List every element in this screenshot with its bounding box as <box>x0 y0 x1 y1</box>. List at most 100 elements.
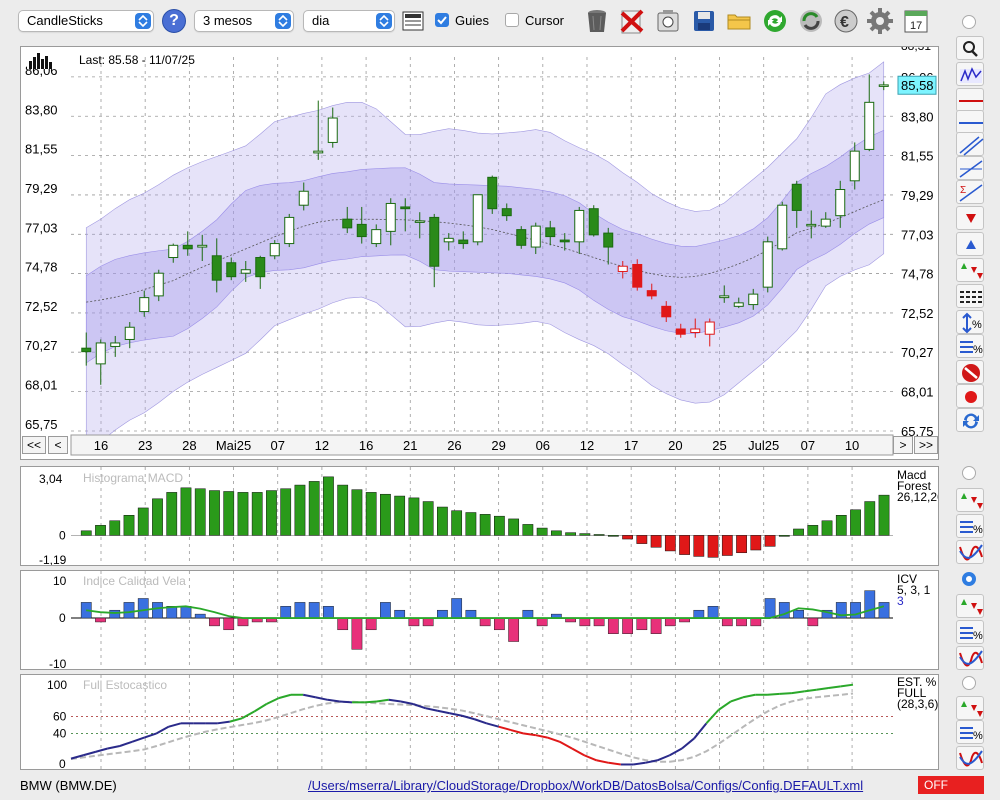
main-chart-radio[interactable] <box>962 15 976 29</box>
buy-marker-button[interactable] <box>956 232 984 256</box>
config-path-link[interactable]: /Users/mserra/Library/CloudStorage/Dropb… <box>308 778 864 793</box>
sell-marker-button[interactable] <box>956 206 984 230</box>
stoch-fast-segment <box>742 693 756 699</box>
delete-icon[interactable] <box>618 7 646 35</box>
macd-bar <box>565 532 576 536</box>
chart-type-select[interactable]: CandleSticks <box>18 10 154 32</box>
currency-icon[interactable]: € <box>832 7 860 35</box>
mode-badge[interactable]: OFF <box>918 776 984 794</box>
stoch-radio[interactable] <box>962 676 976 690</box>
camera-icon[interactable] <box>654 7 682 35</box>
guides-checkbox[interactable] <box>435 13 449 27</box>
save-icon[interactable] <box>690 7 718 35</box>
candle-tool-button[interactable] <box>956 62 984 86</box>
macd-bar <box>778 535 790 537</box>
candle-body <box>95 342 106 365</box>
nav-first-button[interactable]: << <box>22 436 46 454</box>
icv-radio[interactable] <box>962 572 976 586</box>
help-button[interactable]: ? <box>162 9 186 33</box>
percent-button[interactable]: % <box>956 720 984 744</box>
refresh-button[interactable] <box>956 408 984 432</box>
refresh-all-icon[interactable] <box>797 7 825 35</box>
trendline-tool-button[interactable] <box>956 156 984 180</box>
icv-bar <box>593 617 605 627</box>
macd-curve-button[interactable] <box>956 540 984 564</box>
hline-blue-tool-button[interactable] <box>956 110 984 134</box>
period-select[interactable]: 3 mesos <box>194 10 294 32</box>
stoch-fast-segment <box>840 683 854 688</box>
calendar-icon[interactable]: 17 <box>902 7 930 35</box>
candle-body <box>124 326 135 340</box>
chevron-updown-icon <box>376 13 392 29</box>
percent-button[interactable]: % <box>956 514 984 538</box>
macd-bar <box>479 514 491 536</box>
stoch-curve-button[interactable] <box>956 746 984 770</box>
no-entry-button[interactable] <box>956 360 984 384</box>
calculator-icon[interactable] <box>402 11 424 31</box>
trash-icon[interactable] <box>583 7 611 35</box>
table-button[interactable] <box>956 284 984 308</box>
buy-sell-button[interactable] <box>956 488 984 512</box>
candle-body <box>675 328 686 335</box>
zoom-tool-button[interactable] <box>956 36 984 60</box>
chart-logo-bar <box>49 62 52 69</box>
hline-red-tool-button[interactable] <box>956 88 984 112</box>
y-tick: 0 <box>59 757 66 769</box>
icv-bar <box>650 617 662 634</box>
macd-bar <box>137 507 149 536</box>
nav-prev-button[interactable]: < <box>48 436 68 454</box>
folder-icon[interactable] <box>725 7 753 35</box>
macd-bar <box>579 533 591 536</box>
guides-label: Guies <box>455 13 489 28</box>
icv-bar <box>664 617 676 627</box>
stoch-fast-segment <box>681 737 695 750</box>
percent-button[interactable]: % <box>956 620 984 644</box>
price-chart[interactable]: 86,0686,0683,8083,8081,5581,5579,2979,29… <box>21 39 938 459</box>
icv-curve-button[interactable] <box>956 646 984 670</box>
refresh-icon[interactable] <box>761 7 789 35</box>
stoch-fast-segment <box>388 698 402 703</box>
svg-text:€: € <box>840 14 849 31</box>
record-icon <box>965 391 977 403</box>
buy-sell-button[interactable] <box>956 594 984 618</box>
stoch-fast-segment <box>522 732 536 737</box>
buy-sell-button[interactable] <box>956 696 984 720</box>
stoch-fast-segment <box>816 687 829 691</box>
cursor-checkbox[interactable] <box>505 13 519 27</box>
chart-logo-bar <box>33 57 36 69</box>
buy-sell-button[interactable] <box>956 258 984 282</box>
percent-range-button[interactable]: % <box>956 310 984 334</box>
y-tick-left: 79,29 <box>25 181 58 196</box>
nav-next-button[interactable]: > <box>893 436 913 454</box>
icv-bar <box>451 598 463 619</box>
buy-sell-icon <box>961 493 983 509</box>
fibonacci-tool-icon: Σ <box>959 184 983 202</box>
macd-radio[interactable] <box>962 466 976 480</box>
x-tick-label: 29 <box>491 438 505 453</box>
macd-chart[interactable]: Histograma MACD 3,04 0 -1,19 MacdForest26,12… <box>21 467 944 567</box>
interval-select[interactable]: dia <box>303 10 395 32</box>
candle-body <box>835 189 846 217</box>
macd-bar <box>237 492 249 536</box>
nav-last-button[interactable]: >> <box>914 436 938 454</box>
candle-body <box>646 290 657 297</box>
macd-bar <box>123 515 135 536</box>
x-tick-label: 07 <box>801 438 815 453</box>
icv-bar <box>180 606 192 619</box>
chart-logo-bar <box>29 61 32 69</box>
macd-bar <box>679 535 690 555</box>
channel-tool-button[interactable] <box>956 132 984 156</box>
hline-red-tool-icon <box>959 100 983 102</box>
stoch-chart[interactable]: Full Estocastico 100 60 40 0 EST. %FULL(28,3,… <box>21 675 938 771</box>
macd-bar <box>351 489 363 536</box>
record-button[interactable] <box>956 384 984 408</box>
macd-bar <box>835 515 847 536</box>
stoch-fast-segment <box>669 747 683 757</box>
percent-button[interactable]: % <box>956 334 984 358</box>
macd-bar <box>793 528 804 536</box>
gear-icon[interactable] <box>866 7 894 35</box>
last-price-tag <box>897 75 937 95</box>
candle-body <box>530 225 541 248</box>
fibonacci-tool-button[interactable]: Σ <box>956 180 984 204</box>
